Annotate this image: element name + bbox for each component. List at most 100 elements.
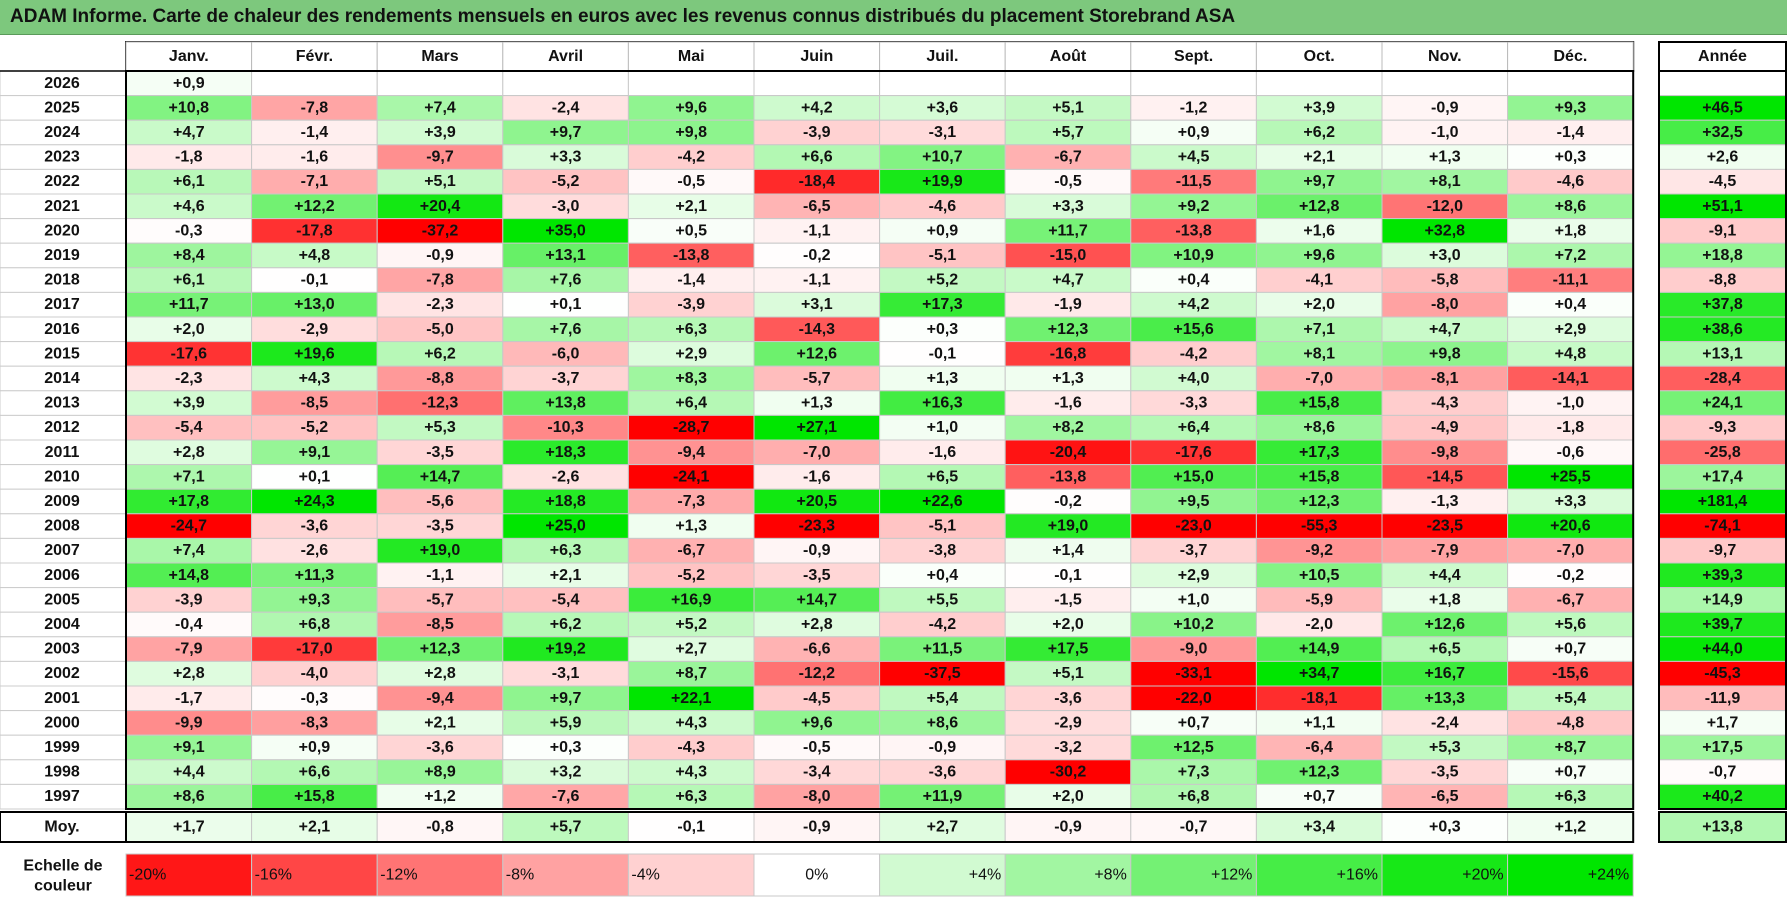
heatmap-cell — [1255, 95, 1383, 121]
heatmap-cell-value: +6,3 — [550, 542, 582, 559]
average-cell — [502, 811, 629, 843]
heatmap-cell — [251, 341, 378, 367]
heatmap-cell-value: +13,3 — [1425, 690, 1466, 707]
heatmap-cell-value: +0,1 — [550, 296, 582, 313]
annual-cell — [1658, 636, 1787, 662]
heatmap-cell-value: +5,2 — [927, 272, 959, 289]
annual-cell-value: +46,5 — [1702, 99, 1743, 116]
heatmap-cell-value: -0,2 — [1054, 493, 1082, 510]
heatmap-cell-value: +5,1 — [424, 173, 456, 190]
heatmap-cell — [1507, 783, 1634, 810]
heatmap-cell-value: +12,6 — [797, 345, 838, 362]
heatmap-cell — [125, 70, 253, 97]
heatmap-cell-value: -3,7 — [552, 370, 580, 387]
heatmap-cell-value: -9,4 — [426, 690, 454, 707]
scale-label-line2: couleur — [34, 878, 92, 895]
annual-cell-value: +1,7 — [1707, 714, 1739, 731]
heatmap-cell-value: +7,4 — [173, 542, 205, 559]
heatmap-cell — [1255, 242, 1383, 269]
heatmap-cell — [627, 587, 755, 613]
heatmap-cell — [1381, 95, 1509, 121]
year-label: 2010 — [44, 468, 80, 485]
heatmap-cell — [251, 562, 378, 589]
month-header-cell — [1255, 41, 1383, 72]
heatmap-cell-value: +0,3 — [927, 321, 959, 338]
heatmap-cell-value: +5,1 — [1052, 665, 1084, 682]
heatmap-cell — [1507, 341, 1634, 367]
heatmap-cell-value: -1,5 — [1054, 591, 1082, 608]
heatmap-cell — [1507, 439, 1634, 466]
annual-cell-value: +39,3 — [1702, 567, 1743, 584]
heatmap-cell-value: -1,0 — [1431, 124, 1459, 141]
heatmap-cell-value: +2,9 — [1555, 321, 1587, 338]
scale-swatch — [753, 853, 881, 897]
heatmap-cell-value: +1,0 — [927, 419, 959, 436]
heatmap-cell-value: -5,1 — [929, 518, 957, 535]
heatmap-cell — [376, 144, 504, 170]
heatmap-cell-value: -37,5 — [924, 665, 961, 682]
heatmap-cell-value: -5,8 — [1431, 272, 1459, 289]
heatmap-cell-value: +35,0 — [545, 222, 586, 239]
month-header-label: Déc. — [1554, 48, 1588, 65]
heatmap-cell-value: -6,0 — [552, 345, 580, 362]
heatmap-cell-value: -7,9 — [1431, 542, 1459, 559]
heatmap-cell — [1130, 488, 1257, 515]
heatmap-cell-value: +3,9 — [424, 124, 456, 141]
heatmap-cell-value: +0,7 — [1555, 641, 1587, 658]
heatmap-cell — [502, 267, 629, 293]
heatmap-cell — [251, 513, 378, 539]
heatmap-cell — [502, 513, 629, 539]
heatmap-cell — [125, 168, 253, 195]
heatmap-cell-value: -0,3 — [175, 222, 203, 239]
heatmap-cell-value: +1,1 — [1303, 714, 1335, 731]
heatmap-cell — [1381, 488, 1509, 515]
annual-cell-value: -28,4 — [1704, 370, 1741, 387]
heatmap-cell-value: -22,0 — [1175, 690, 1212, 707]
heatmap-cell-value: +6,2 — [424, 345, 456, 362]
heatmap-cell — [376, 488, 504, 515]
year-label: 2000 — [44, 714, 80, 731]
heatmap-cell — [627, 390, 755, 416]
heatmap-cell — [879, 316, 1006, 343]
heatmap-cell — [879, 734, 1006, 761]
average-cell-value: -0,9 — [1054, 819, 1082, 836]
heatmap-cell-value: -4,8 — [1557, 714, 1585, 731]
heatmap-cell-value: -0,5 — [677, 173, 705, 190]
month-header-label: Avril — [548, 48, 583, 65]
heatmap-cell-value: +1,3 — [675, 518, 707, 535]
heatmap-cell-value: +9,6 — [1303, 247, 1335, 264]
heatmap-cell — [251, 144, 378, 170]
heatmap-cell-value: +20,6 — [1550, 518, 1591, 535]
heatmap-cell-value: -7,6 — [552, 788, 580, 805]
heatmap-cell-value: -3,6 — [301, 518, 329, 535]
heatmap-cell-value: -6,4 — [1305, 739, 1333, 756]
annual-cell — [1658, 390, 1787, 416]
heatmap-cell-value: -13,8 — [673, 247, 710, 264]
heatmap-cell-value: +2,0 — [1052, 616, 1084, 633]
heatmap-cell — [376, 390, 504, 416]
heatmap-cell — [1255, 439, 1383, 466]
heatmap-cell-value: -15,6 — [1552, 665, 1589, 682]
heatmap-cell — [376, 119, 504, 146]
annual-cell-value: -9,3 — [1709, 419, 1737, 436]
month-header-cell — [251, 41, 378, 72]
heatmap-cell-value: -4,3 — [677, 739, 705, 756]
scale-swatch — [376, 853, 504, 897]
heatmap-cell — [251, 439, 378, 466]
heatmap-cell-value: -17,6 — [1175, 444, 1212, 461]
heatmap-cell-value: -17,6 — [171, 345, 208, 362]
scale-label-line1: Echelle de — [23, 858, 102, 875]
heatmap-cell-value: -13,8 — [1050, 468, 1087, 485]
heatmap-cell — [1004, 537, 1132, 564]
heatmap-cell — [1255, 513, 1383, 539]
heatmap-cell — [879, 242, 1006, 269]
heatmap-cell — [1130, 242, 1257, 269]
heatmap-cell-value: +0,4 — [1555, 296, 1587, 313]
heatmap-cell-value: +12,2 — [294, 198, 335, 215]
heatmap-cell — [1381, 365, 1509, 392]
month-header-cell — [753, 41, 881, 72]
heatmap-cell — [376, 513, 504, 539]
heatmap-cell-value: -0,4 — [175, 616, 203, 633]
heatmap-cell-value: -2,6 — [301, 542, 329, 559]
heatmap-cell — [1381, 710, 1509, 736]
